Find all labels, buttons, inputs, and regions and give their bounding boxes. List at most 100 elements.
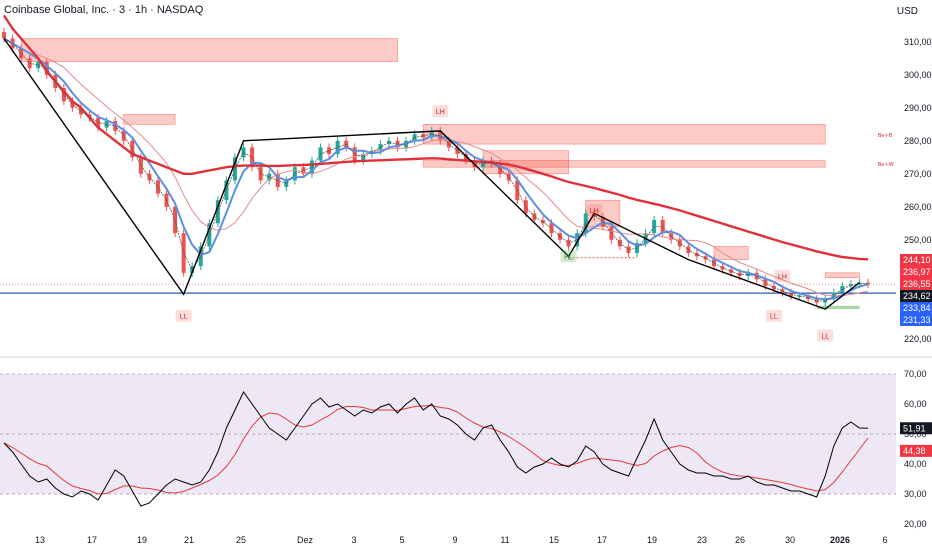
candle-body [780,289,785,293]
rsi-tag [900,422,932,435]
ema-slow-line [2,14,869,261]
candle-body [130,140,135,158]
swing-label: LL [180,314,188,321]
swing-label-box [432,105,449,118]
price-tag-label: 244,10 [903,255,931,265]
rsi-tick-label: 60,00 [904,399,927,409]
x-tick-label: 3 [351,535,356,545]
x-tick-label: Dez [297,535,314,545]
candle-body [429,130,434,138]
price-tag [900,254,932,266]
price-tick-label: 250,00 [904,235,932,245]
ema-mid-line [3,38,869,297]
zigzag-line [3,38,860,310]
candle-body [2,31,6,39]
zone-label: Be-I-B [878,133,893,139]
swing-label-box [586,204,603,217]
x-tick-label: 5 [399,535,404,545]
x-tick-label: 15 [549,535,559,545]
swing-label-box [175,309,192,322]
price-tag [900,314,932,326]
price-tick-label: 270,00 [904,169,932,179]
candle-body [771,286,776,290]
supply-zone [123,114,176,125]
chart-title: Coinbase Global, Inc. · 3 · 1h · NASDAQ [4,4,204,16]
x-tick-label: 6 [882,535,887,545]
x-tick-label: 30 [785,535,795,545]
price-tag [900,290,932,302]
swing-label: LL [770,314,778,321]
candle-body [181,233,186,273]
candle-body [806,295,811,300]
price-tick-label: 290,00 [904,103,932,113]
x-tick-label: 19 [137,535,147,545]
candle-body [361,154,366,161]
candle-body [626,246,631,253]
swing-label-box [774,270,791,283]
x-tick-label: 26 [735,535,745,545]
price-tag-label: 236,97 [903,267,931,277]
candle-body [292,167,297,181]
price-step-line [3,38,868,302]
supply-zone [713,246,749,260]
swing-label-box [817,329,834,342]
candle-body [147,173,152,181]
supply-zone [824,272,860,279]
candle-body [241,147,246,158]
x-tick-label: 25 [236,535,246,545]
price-tag-label: 236,55 [903,279,931,289]
price-tag-label: 234,62 [903,291,931,301]
candle-body [652,220,657,234]
price-tick-label: 310,00 [904,37,932,47]
supply-zone [20,38,398,62]
swing-label: LH [436,109,445,116]
candle-body [498,163,503,174]
rsi-tag-label: 44,38 [903,446,926,456]
price-tag-label: 233,84 [903,303,931,313]
rsi-ma-line [3,404,869,495]
swing-label-box [560,250,577,263]
swing-label-box [765,309,782,322]
candle-body [36,61,41,69]
candle-body [814,299,819,303]
candle-body [609,226,614,240]
candle-body [712,259,717,267]
x-tick-label: 17 [87,535,97,545]
candle-body [532,213,537,220]
candle-body [823,299,828,303]
x-tick-label: 9 [452,535,457,545]
supply-zone [422,124,826,145]
price-tag [900,302,932,314]
candle-body [301,167,306,174]
rsi-tick-label: 40,00 [904,459,927,469]
candle-body [669,233,674,240]
rsi-tag-label: 51,91 [903,423,926,433]
rsi-tick-label: 70,00 [904,369,927,379]
swing-label: LH [778,274,787,281]
rsi-tag [900,444,932,457]
x-tick-label: 2026 [830,535,850,545]
rsi-tick-label: 20,00 [904,519,927,529]
candle-body [506,173,511,181]
price-tag [900,278,932,290]
candle-body [352,147,357,161]
swing-label: LH [590,208,599,215]
price-tag [900,266,932,278]
price-tick-label: 220,00 [904,334,932,344]
swing-label: HL [564,254,573,261]
candle-body [138,157,143,174]
x-tick-label: 19 [647,535,657,545]
candle-body [446,140,451,148]
candle-body [44,61,49,75]
swing-label: LL [821,334,829,341]
x-tick-label: 17 [597,535,607,545]
currency-label: USD [896,6,918,17]
candle-body [70,101,75,108]
candle-body [386,140,391,145]
ema-fast-line [3,37,869,301]
x-tick-label: 21 [184,535,194,545]
x-tick-label: 11 [500,535,509,545]
price-tag-label: 231,33 [903,315,931,325]
candle-body [224,180,229,201]
